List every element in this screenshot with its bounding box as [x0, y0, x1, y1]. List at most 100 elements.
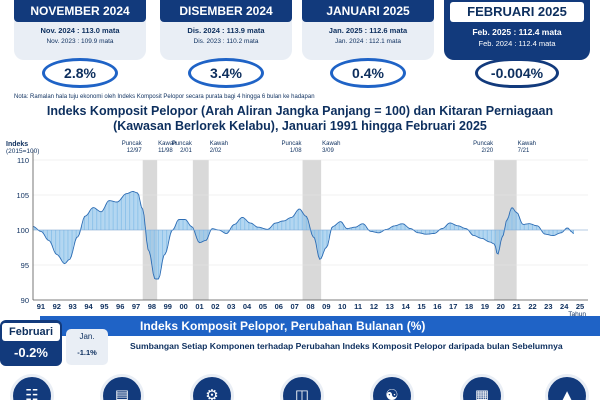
card-change-badge: 0.4%	[330, 58, 406, 88]
x-axis-title: Tahun	[568, 311, 586, 316]
cycle-labels: Puncak12/97Puncak2/01Puncak1/08Puncak2/2…	[122, 141, 536, 154]
index-line	[32, 191, 574, 280]
card-current-value: Dis. 2024 : 113.9 mata	[187, 26, 265, 35]
x-tick-label: 09	[322, 302, 330, 311]
peak-date: 2/20	[481, 148, 493, 154]
x-tick-label: 11	[354, 302, 362, 311]
card-month-title: DISEMBER 2024	[160, 0, 292, 22]
card-januari-2025: JANUARI 2025 Jan. 2025 : 112.6 mata Jan.…	[302, 0, 434, 88]
forecast-note: Nota: Ramalan hala tuju ekonomi oleh Ind…	[14, 94, 315, 100]
trough-label: Kawah	[158, 141, 176, 147]
previous-month-label: Jan.	[79, 332, 95, 341]
y-axis-title: Indeks	[6, 141, 28, 148]
x-tick-label: 18	[465, 302, 473, 311]
trough-date: 7/21	[518, 148, 530, 154]
factory-icon: ▲	[545, 374, 589, 400]
peak-label: Puncak	[172, 141, 193, 147]
chart-title-line1: Indeks Komposit Pelopor (Arah Aliran Jan…	[46, 104, 554, 118]
y-axis-unit: (2015=100)	[6, 148, 39, 155]
leading-index-chart: 90 95 100 105 110 91 92 93 94 95 96 97 98 99 00 01 02 03 0…	[6, 141, 588, 316]
previous-month-box: Jan. -1.1%	[66, 329, 108, 365]
banknote-icon: ◫	[280, 374, 324, 400]
monthly-change-title: Indeks Komposit Pelopor, Perubahan Bulan…	[140, 319, 426, 333]
x-tick-label: 08	[306, 302, 314, 311]
x-tick-label: 91	[37, 302, 45, 311]
card-november-2024: NOVEMBER 2024 Nov. 2024 : 113.0 mata Nov…	[14, 0, 146, 88]
axes: 90 95 100 105 110 91 92 93 94 95 96 97 98 99 00 01 02 03 0…	[6, 141, 588, 316]
current-month-label: Februari	[2, 323, 60, 341]
x-tick-label: 23	[544, 302, 552, 311]
card-previous-value: Dis. 2023 : 110.2 mata	[193, 38, 259, 45]
trough-label: Kawah	[210, 141, 228, 147]
x-tick-label: 02	[211, 302, 219, 311]
card-current-value: Jan. 2025 : 112.6 mata	[328, 26, 408, 35]
x-tick-label: 99	[164, 302, 172, 311]
card-month-title: JANUARI 2025	[302, 0, 434, 22]
x-tick-label: 25	[576, 302, 584, 311]
card-change-badge: 2.8%	[42, 58, 118, 88]
x-tick-label: 13	[386, 302, 394, 311]
x-tick-label: 95	[100, 302, 108, 311]
x-tick-label: 03	[227, 302, 235, 311]
peak-label: Puncak	[122, 141, 143, 147]
building-icon: ▦	[460, 374, 504, 400]
card-month-title: FEBRUARI 2025	[450, 2, 584, 22]
x-tick-label: 04	[243, 302, 252, 311]
x-tick-label: 24	[560, 302, 569, 311]
component-icons: ☷ ▤ ⚙ ◫ ☯ ▦ ▲	[0, 374, 600, 400]
line-series	[32, 191, 588, 280]
x-tick-label: 06	[275, 302, 283, 311]
cargo-icon: ⚙	[190, 374, 234, 400]
card-change-badge: 3.4%	[188, 58, 264, 88]
cart-icon: ☷	[10, 374, 54, 400]
components-subtitle: Sumbangan Setiap Komponen terhadap Perub…	[130, 341, 563, 351]
chart-title-line2: (Kawasan Berlorek Kelabu), Januari 1991 …	[113, 119, 487, 133]
current-month-box: Februari -0.2%	[0, 320, 62, 366]
x-tick-label: 16	[433, 302, 441, 311]
card-previous-value: Nov. 2023 : 109.9 mata	[46, 38, 114, 45]
current-month-value: -0.2%	[14, 345, 48, 360]
card-februari-2025: FEBRUARI 2025 Feb. 2025 : 112.4 mata Feb…	[444, 0, 590, 88]
card-change-badge: -0.004%	[475, 58, 559, 88]
trough-label: Kawah	[322, 141, 340, 147]
y-tick-label: 100	[16, 226, 29, 235]
peak-label: Puncak	[473, 141, 494, 147]
trough-date: 2/02	[210, 148, 222, 154]
x-tick-label: 21	[512, 302, 520, 311]
x-tick-label: 10	[338, 302, 346, 311]
handshake-icon: ☯	[370, 374, 414, 400]
card-month-title: NOVEMBER 2024	[14, 0, 146, 22]
x-tick-label: 15	[417, 302, 425, 311]
x-tick-label: 20	[497, 302, 505, 311]
monthly-change-section: Indeks Komposit Pelopor, Perubahan Bulan…	[0, 316, 600, 400]
card-previous-value: Feb. 2024 : 112.4 mata	[478, 39, 556, 48]
trough-label: Kawah	[518, 141, 536, 147]
x-tick-label: 07	[290, 302, 298, 311]
peak-date: 1/08	[290, 148, 302, 154]
chart-title: Indeks Komposit Pelopor (Arah Aliran Jan…	[0, 104, 600, 134]
x-tick-label: 17	[449, 302, 457, 311]
peak-label: Puncak	[282, 141, 303, 147]
x-tick-label: 01	[195, 302, 203, 311]
x-tick-label: 98	[148, 302, 156, 311]
y-tick-label: 110	[17, 156, 29, 165]
x-tick-label: 97	[132, 302, 140, 311]
chart-money-icon: ▤	[100, 374, 144, 400]
trough-date: 3/09	[322, 148, 334, 154]
card-previous-value: Jan. 2024 : 112.1 mata	[334, 38, 401, 45]
x-tick-label: 94	[84, 302, 93, 311]
previous-month-value: -1.1%	[77, 348, 97, 357]
x-tick-label: 96	[116, 302, 124, 311]
card-disember-2024: DISEMBER 2024 Dis. 2024 : 113.9 mata Dis…	[160, 0, 292, 88]
x-tick-label: 12	[370, 302, 378, 311]
y-tick-label: 95	[21, 261, 29, 270]
x-tick-label: 00	[179, 302, 187, 311]
peak-date: 2/01	[180, 148, 192, 154]
card-current-value: Nov. 2024 : 113.0 mata	[40, 26, 120, 35]
y-tick-label: 90	[21, 296, 29, 305]
x-tick-label: 14	[401, 302, 410, 311]
y-tick-label: 105	[16, 191, 29, 200]
summary-cards: NOVEMBER 2024 Nov. 2024 : 113.0 mata Nov…	[0, 0, 600, 92]
x-tick-label: 19	[481, 302, 489, 311]
card-current-value: Feb. 2025 : 112.4 mata	[472, 27, 562, 37]
